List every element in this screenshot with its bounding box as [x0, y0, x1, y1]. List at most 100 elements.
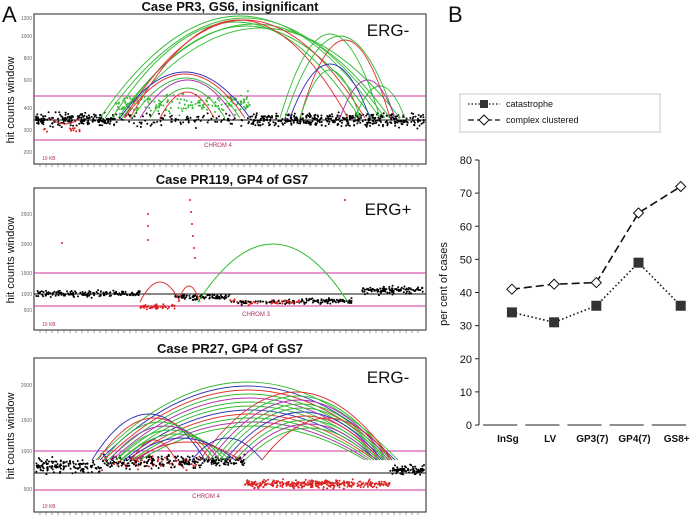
- data-point: [258, 121, 261, 124]
- data-point: [295, 479, 297, 482]
- data-point: [232, 118, 235, 121]
- data-point: [199, 119, 202, 122]
- data-point: [191, 298, 194, 301]
- series: [506, 180, 687, 328]
- data-point: [150, 455, 153, 458]
- data-point: [386, 485, 389, 488]
- data-point: [211, 296, 214, 299]
- data-point: [354, 119, 356, 122]
- data-point: [301, 117, 304, 120]
- data-point: [122, 461, 125, 464]
- data-point: [38, 118, 41, 121]
- data-point: [66, 116, 69, 119]
- data-point: [267, 114, 270, 117]
- data-point: [206, 97, 209, 100]
- data-point: [133, 293, 135, 296]
- data-point: [273, 481, 276, 484]
- data-point: [346, 485, 349, 488]
- data-point: [136, 125, 139, 128]
- data-point: [336, 484, 339, 487]
- data-point: [146, 462, 149, 465]
- data-point: [318, 481, 320, 484]
- data-point: [245, 98, 248, 101]
- data-point: [252, 113, 255, 116]
- data-point: [422, 121, 425, 124]
- data-point: [132, 463, 135, 466]
- data-point: [36, 466, 39, 469]
- data-point: [293, 116, 296, 119]
- data-point: [386, 291, 389, 294]
- data-point: [194, 257, 196, 259]
- data-point: [245, 96, 248, 99]
- data-point: [418, 470, 421, 473]
- x-ticks: [39, 512, 419, 515]
- data-point: [375, 482, 378, 485]
- data-point: [401, 465, 404, 468]
- data-point: [343, 301, 346, 303]
- data-point: [81, 121, 83, 123]
- data-point: [47, 111, 50, 114]
- data-point: [417, 286, 420, 289]
- data-point: [363, 290, 366, 293]
- data-point: [153, 100, 156, 103]
- data-point: [305, 299, 308, 302]
- data-point: [421, 469, 424, 472]
- data-point: [81, 114, 84, 117]
- data-point: [206, 460, 209, 463]
- y-tick-label: 2000: [21, 383, 32, 389]
- data-point: [78, 122, 81, 125]
- data-point: [92, 291, 95, 294]
- data-point: [230, 96, 233, 99]
- data-point: [369, 286, 372, 289]
- data-point: [360, 116, 362, 119]
- data-point: [179, 461, 182, 463]
- data-point: [87, 119, 90, 122]
- data-point: [331, 119, 334, 122]
- data-point: [215, 464, 218, 467]
- data-point: [289, 485, 292, 488]
- marker-complex-clustered: [675, 180, 687, 193]
- data-point: [300, 300, 303, 303]
- data-point: [182, 466, 185, 469]
- data-point: [168, 462, 171, 465]
- data-point: [177, 459, 180, 461]
- data-point: [108, 295, 111, 297]
- data-point: [392, 468, 395, 471]
- data-point: [328, 120, 331, 123]
- data-point: [42, 295, 45, 298]
- data-point: [311, 301, 314, 304]
- data-point: [332, 487, 335, 490]
- data-point: [251, 302, 254, 305]
- data-point: [266, 116, 269, 119]
- hit-count-points: [35, 453, 425, 491]
- data-point: [385, 120, 388, 123]
- data-point: [420, 122, 423, 125]
- data-point: [422, 113, 424, 116]
- data-point: [215, 295, 218, 298]
- data-point: [356, 485, 359, 488]
- data-point: [109, 466, 112, 468]
- data-point: [264, 484, 267, 486]
- data-point: [371, 486, 374, 489]
- data-point: [152, 121, 155, 124]
- data-point: [95, 116, 98, 119]
- data-point: [149, 124, 152, 127]
- data-point: [189, 199, 191, 201]
- y-axis-label: hit counts window: [5, 393, 17, 480]
- data-point: [75, 130, 78, 133]
- data-point: [117, 460, 120, 463]
- data-point: [285, 301, 288, 304]
- data-point: [243, 462, 246, 465]
- data-point: [177, 118, 180, 121]
- data-point: [185, 99, 188, 102]
- data-point: [180, 107, 183, 110]
- data-point: [316, 120, 319, 123]
- data-point: [91, 119, 94, 122]
- y-tick-label: 80: [460, 155, 472, 167]
- data-point: [317, 115, 319, 118]
- data-point: [102, 460, 104, 463]
- data-point: [316, 480, 319, 483]
- data-point: [102, 120, 105, 123]
- data-point: [313, 300, 316, 303]
- y-tick-label: 50: [460, 254, 472, 266]
